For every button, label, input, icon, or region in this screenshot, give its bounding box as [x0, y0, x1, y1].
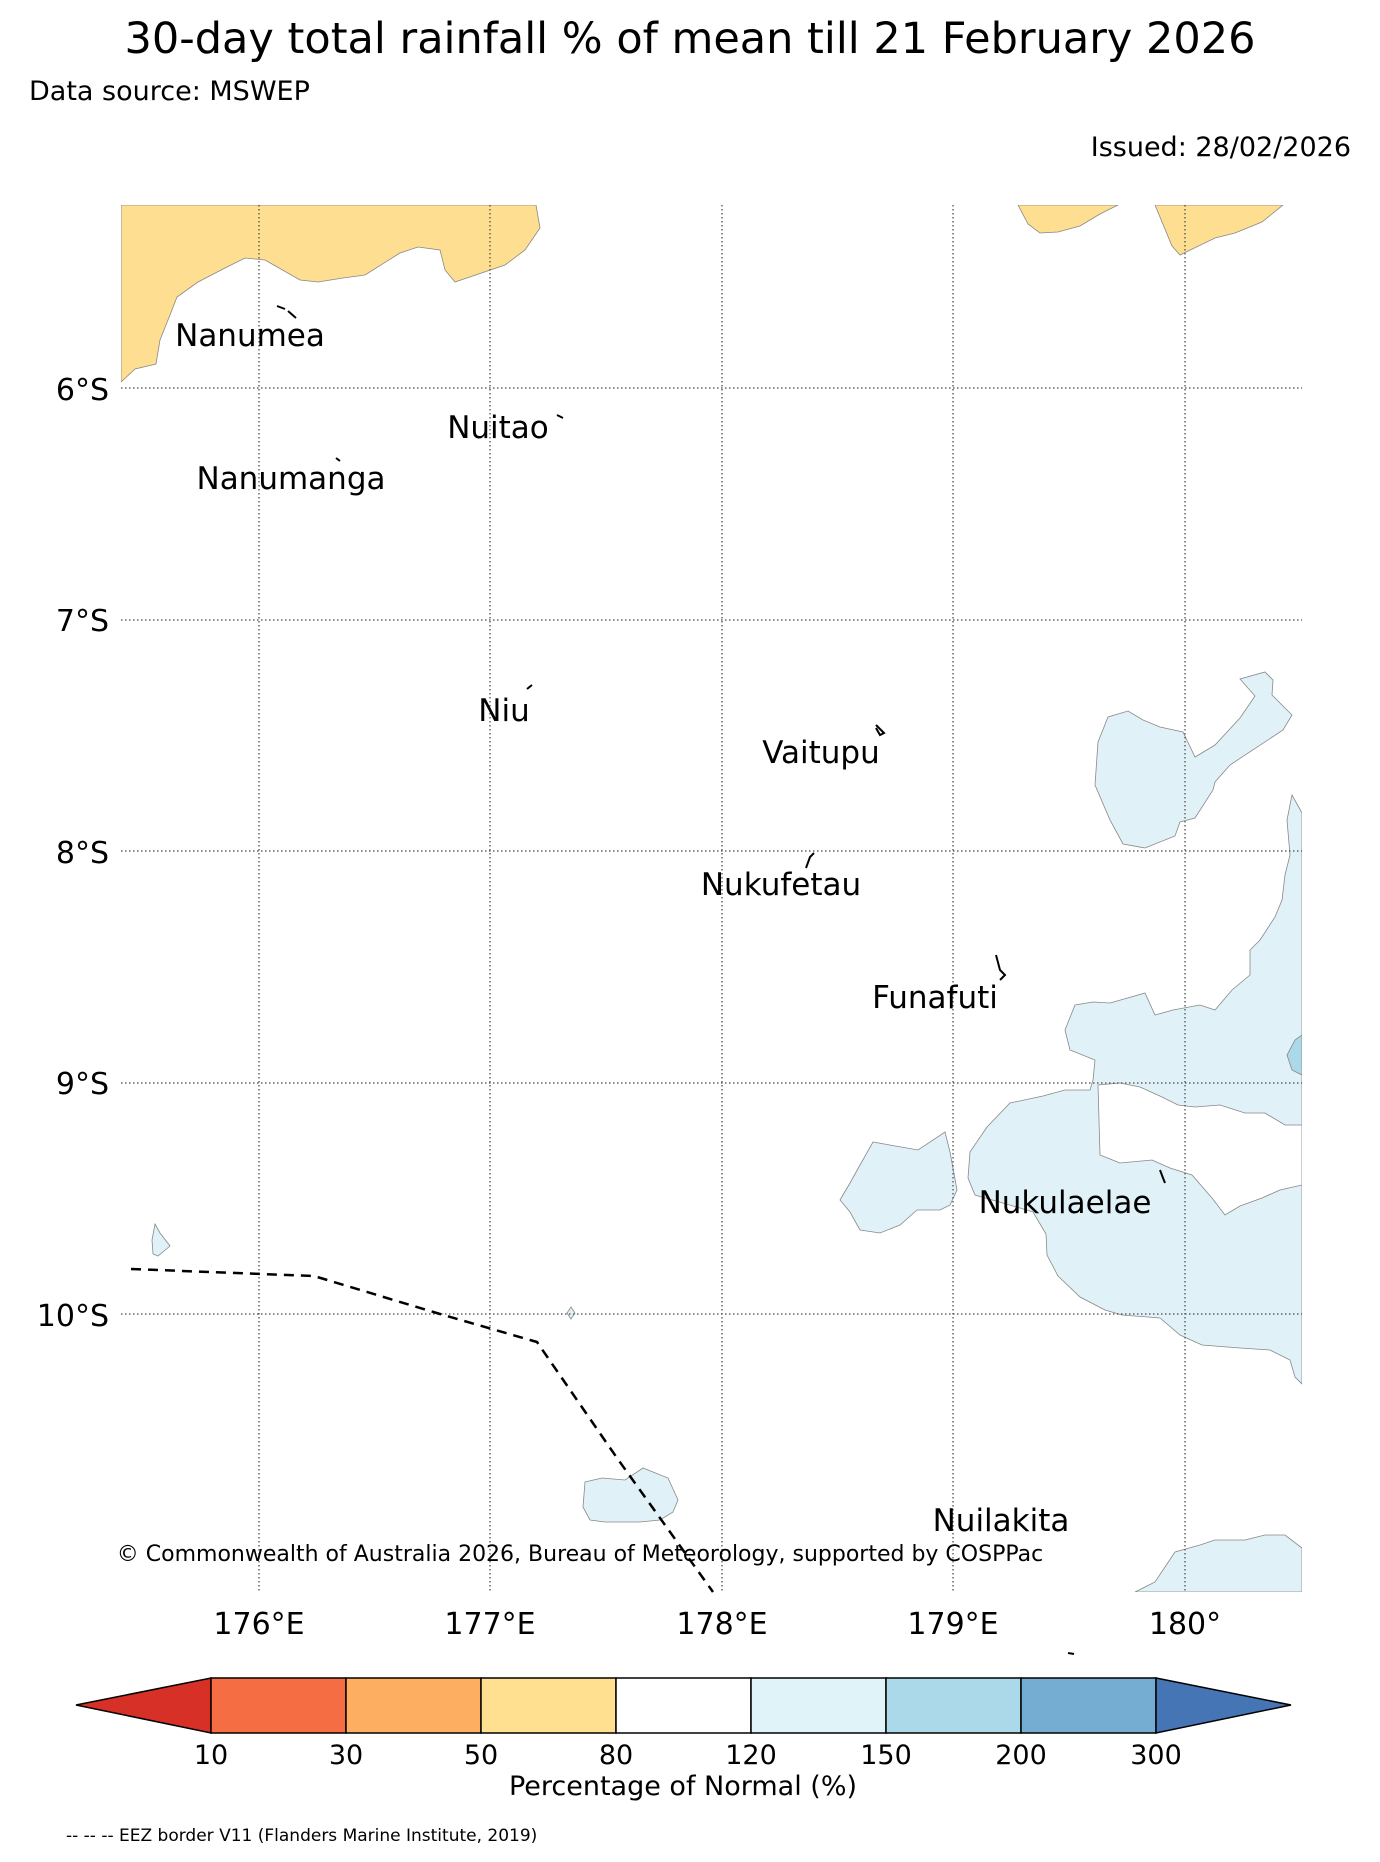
colorbar-tick-120: 120: [725, 1740, 777, 1771]
rain-region-120-150-east-main: [967, 793, 1302, 1385]
lat-label-6: 6°S: [56, 373, 109, 408]
lat-label-9: 9°S: [56, 1067, 109, 1102]
island-label-funafuti: Funafuti: [872, 980, 998, 1016]
gridlines: [121, 205, 1302, 1592]
lon-label-177: 177°E: [444, 1607, 535, 1642]
colorbar-bin-30-50: [345, 1677, 482, 1734]
nukufetau-atoll: [805, 852, 815, 869]
lon-label-180: 180°: [1149, 1607, 1221, 1642]
rain-region-120-150-east-upper: [1094, 671, 1293, 849]
rain-region-120-150-tiny: [566, 1306, 576, 1320]
colorbar-bin-50-80: [480, 1677, 617, 1734]
nanumanga-islet: [335, 457, 341, 462]
rain-region-120-150-west-small: [151, 1222, 171, 1257]
colorbar-over-arrow: [1155, 1677, 1292, 1734]
nanumea-atoll: [276, 305, 297, 319]
island-shapes: [276, 305, 1166, 1655]
colorbar-tick-200: 200: [995, 1740, 1047, 1771]
niu-islet: [526, 684, 533, 690]
island-label-nukufetau: Nukufetau: [701, 867, 861, 903]
lon-label-176: 176°E: [213, 1607, 304, 1642]
rain-region-120-150-southeast: [1134, 1534, 1302, 1592]
colorbar-tick-150: 150: [860, 1740, 912, 1771]
rain-region-50-80-northwest: [121, 205, 541, 383]
rain-region-50-80-north-a: [1017, 205, 1119, 234]
lat-label-8: 8°S: [56, 836, 109, 871]
rain-region-150-200-east: [1286, 1034, 1302, 1076]
island-label-nuilakita: Nuilakita: [933, 1503, 1070, 1539]
copyright-notice: © Commonwealth of Australia 2026, Bureau…: [117, 1542, 1043, 1567]
nuilakita-islet-mark: [1067, 1652, 1075, 1655]
island-label-nukulaelae: Nukulaelae: [979, 1185, 1152, 1221]
map-title: 30-day total rainfall % of mean till 21 …: [124, 14, 1256, 64]
island-label-nanumea: Nanumea: [175, 318, 325, 354]
colorbar-bin-80-120: [615, 1677, 752, 1734]
island-label-nanumanga: Nanumanga: [197, 461, 386, 497]
nukulaelae-atoll: [1159, 1169, 1166, 1184]
colorbar-bin-150-200: [885, 1677, 1022, 1734]
rain-region-50-80-north-b: [1154, 205, 1284, 256]
lat-label-7: 7°S: [56, 604, 109, 639]
rainfall-shading: [121, 205, 1302, 1592]
colorbar-title: Percentage of Normal (%): [509, 1771, 857, 1802]
colorbar-tick-30: 30: [329, 1740, 363, 1771]
rain-region-120-150-central: [839, 1131, 958, 1234]
colorbar-under-arrow: [75, 1677, 212, 1734]
nuitao-islet: [556, 414, 564, 419]
vaitupu-island: [875, 724, 886, 737]
colorbar: [75, 1677, 1292, 1734]
colorbar-tick-80: 80: [599, 1740, 633, 1771]
colorbar-tick-50: 50: [464, 1740, 498, 1771]
island-label-niu: Niu: [478, 693, 529, 729]
lat-label-10: 10°S: [37, 1299, 109, 1334]
lon-label-178: 178°E: [676, 1607, 767, 1642]
funafuti-atoll: [995, 954, 1007, 981]
colorbar-tick-10: 10: [194, 1740, 228, 1771]
eez-border-note: -- -- -- EEZ border V11 (Flanders Marine…: [66, 1826, 538, 1846]
island-label-vaitupu: Vaitupu: [762, 735, 880, 771]
lon-label-179: 179°E: [907, 1607, 998, 1642]
issued-date: Issued: 28/02/2026: [1090, 132, 1351, 163]
eez-border: [130, 1267, 715, 1593]
colorbar-bin-10-30: [210, 1677, 347, 1734]
colorbar-tick-300: 300: [1130, 1740, 1182, 1771]
colorbar-bin-200-300: [1020, 1677, 1157, 1734]
island-label-nuitao: Nuitao: [447, 410, 549, 446]
colorbar-bin-120-150: [750, 1677, 887, 1734]
data-source: Data source: MSWEP: [29, 76, 310, 107]
